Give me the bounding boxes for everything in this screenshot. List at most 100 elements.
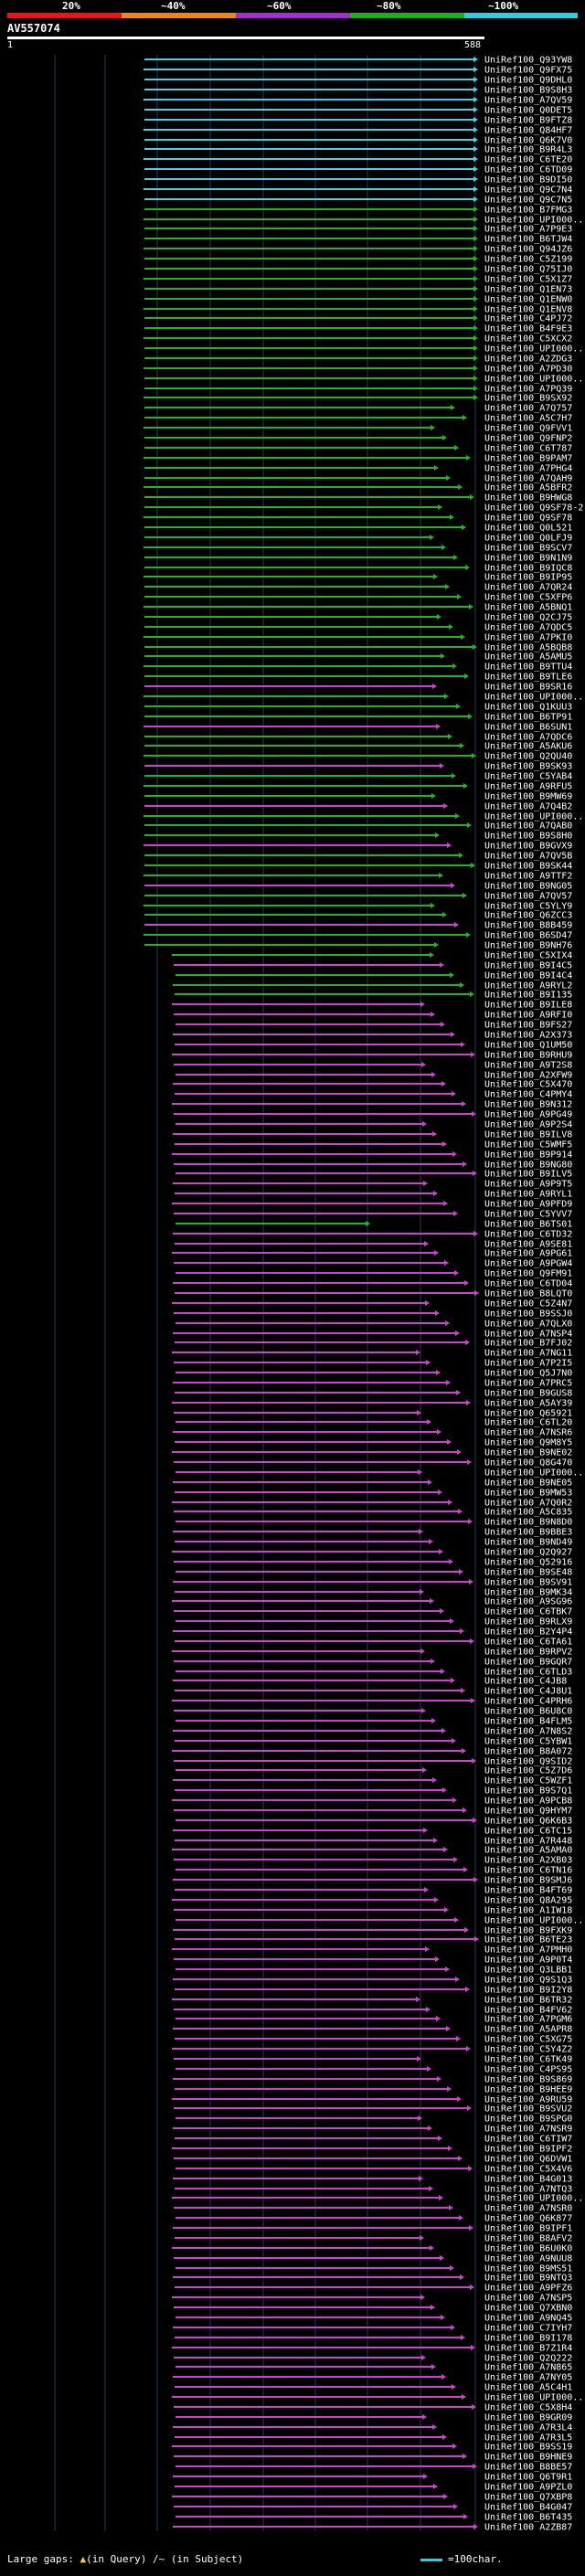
- hit-label[interactable]: UniRef100_C6TBK7: [484, 1607, 572, 1617]
- hit-label[interactable]: UniRef100_Q2Q222: [484, 2354, 572, 2364]
- hit-label[interactable]: UniRef100_A9TTF2: [484, 872, 572, 882]
- hit-label[interactable]: UniRef100_A7R3L5: [484, 2433, 572, 2443]
- hit-label[interactable]: UniRef100_B9MW53: [484, 1489, 572, 1499]
- hit-label[interactable]: UniRef100_B9N1N9: [484, 554, 572, 564]
- hit-label[interactable]: UniRef100_A7QLX0: [484, 1320, 572, 1330]
- hit-label[interactable]: UniRef100_A7NTQ3: [484, 2185, 572, 2195]
- hit-label[interactable]: UniRef100_B9N312: [484, 1100, 572, 1110]
- hit-label[interactable]: UniRef100_A7P2I5: [484, 1359, 572, 1369]
- hit-label[interactable]: UniRef100_B9I2Y8: [484, 1986, 572, 1996]
- hit-label[interactable]: UniRef100_B9GR09: [484, 2413, 572, 2423]
- hit-label[interactable]: UniRef100_A7P9E3: [484, 225, 572, 235]
- hit-label[interactable]: UniRef100_B9FTZ8: [484, 116, 572, 126]
- hit-label[interactable]: UniRef100_A7N865: [484, 2363, 572, 2373]
- hit-label[interactable]: UniRef100_Q9FVV1: [484, 424, 572, 434]
- hit-label[interactable]: UniRef100_C4JB8: [484, 1677, 567, 1687]
- hit-label[interactable]: UniRef100_A9SG96: [484, 1597, 572, 1607]
- hit-label[interactable]: UniRef100_UPI000...: [484, 812, 585, 822]
- hit-label[interactable]: UniRef100_A5BFR2: [484, 483, 572, 493]
- hit-label[interactable]: UniRef100_B9SK44: [484, 862, 572, 872]
- hit-label[interactable]: UniRef100_B9R4L3: [484, 145, 572, 155]
- hit-label[interactable]: UniRef100_Q84HF7: [484, 126, 572, 136]
- hit-label[interactable]: UniRef100_Q2QU40: [484, 752, 572, 762]
- hit-label[interactable]: UniRef100_B6TP91: [484, 713, 572, 723]
- hit-label[interactable]: UniRef100_C6TD09: [484, 165, 572, 175]
- hit-label[interactable]: UniRef100_B9SPG0: [484, 2115, 572, 2125]
- hit-label[interactable]: UniRef100_B6T435: [484, 2513, 572, 2523]
- hit-label[interactable]: UniRef100_Q2CJ75: [484, 613, 572, 623]
- hit-label[interactable]: UniRef100_B9HNE9: [484, 2453, 572, 2463]
- hit-label[interactable]: UniRef100_B7FJ02: [484, 1339, 572, 1349]
- hit-label[interactable]: UniRef100_B9S869: [484, 2075, 572, 2085]
- hit-label[interactable]: UniRef100_A9P2S4: [484, 1120, 572, 1130]
- hit-label[interactable]: UniRef100_B8AFV2: [484, 2234, 572, 2244]
- hit-label[interactable]: UniRef100_C5X1Z7: [484, 275, 572, 285]
- hit-label[interactable]: UniRef100_A7PRC5: [484, 1379, 572, 1389]
- hit-label[interactable]: UniRef100_C6TD32: [484, 1230, 572, 1240]
- hit-label[interactable]: UniRef100_A5AMU5: [484, 652, 572, 663]
- hit-label[interactable]: UniRef100_Q6K7V0: [484, 136, 572, 146]
- hit-label[interactable]: UniRef100_C6TA61: [484, 1638, 572, 1648]
- hit-label[interactable]: UniRef100_A9PGW4: [484, 1259, 572, 1269]
- hit-label[interactable]: UniRef100_A9PG49: [484, 1110, 572, 1120]
- hit-label[interactable]: UniRef100_A9RU59: [484, 2095, 572, 2105]
- hit-label[interactable]: UniRef100_C5XCX2: [484, 334, 572, 345]
- hit-label[interactable]: UniRef100_A1IW18: [484, 1906, 572, 1916]
- hit-label[interactable]: UniRef100_A7QDC6: [484, 733, 572, 743]
- hit-label[interactable]: UniRef100_B9SCV7: [484, 544, 572, 554]
- hit-label[interactable]: UniRef100_Q52916: [484, 1558, 572, 1568]
- hit-label[interactable]: UniRef100_A7Q0R2: [484, 1499, 572, 1509]
- hit-label[interactable]: UniRef100_B9ILV8: [484, 1130, 572, 1140]
- hit-label[interactable]: UniRef100_Q94JZ6: [484, 245, 572, 255]
- hit-label[interactable]: UniRef100_Q0DET5: [484, 106, 572, 116]
- hit-label[interactable]: UniRef100_C5X470: [484, 1080, 572, 1090]
- hit-label[interactable]: UniRef100_A7Q4B2: [484, 802, 572, 812]
- hit-label[interactable]: UniRef100_A7N8S2: [484, 1727, 572, 1737]
- hit-label[interactable]: UniRef100_Q6ZCC3: [484, 911, 572, 921]
- hit-label[interactable]: UniRef100_B8LQT0: [484, 1289, 572, 1299]
- hit-label[interactable]: UniRef100_B6U0K0: [484, 2244, 572, 2254]
- hit-label[interactable]: UniRef100_B9IP95: [484, 573, 572, 583]
- hit-label[interactable]: UniRef100_A7R448: [484, 1837, 572, 1847]
- hit-label[interactable]: UniRef100_A7PMH0: [484, 1945, 572, 1956]
- hit-label[interactable]: UniRef100_B9SS19: [484, 2443, 572, 2453]
- hit-label[interactable]: UniRef100_Q1EN73: [484, 285, 572, 295]
- hit-label[interactable]: UniRef100_UPI000...: [484, 345, 585, 355]
- hit-label[interactable]: UniRef100_Q75IJ0: [484, 265, 572, 275]
- hit-label[interactable]: UniRef100_B6TE23: [484, 1935, 572, 1945]
- hit-label[interactable]: UniRef100_C4PJ72: [484, 314, 572, 324]
- hit-label[interactable]: UniRef100_B4G047: [484, 2503, 572, 2513]
- hit-label[interactable]: UniRef100_B4F9E3: [484, 324, 572, 334]
- hit-label[interactable]: UniRef100_A9RFI0: [484, 1011, 572, 1021]
- hit-label[interactable]: UniRef100_Q6K877: [484, 2214, 572, 2224]
- hit-label[interactable]: UniRef100_Q9FM91: [484, 1269, 572, 1279]
- hit-label[interactable]: UniRef100_A7Q757: [484, 404, 572, 414]
- hit-label[interactable]: UniRef100_Q9SF78-2: [484, 504, 583, 514]
- hit-label[interactable]: UniRef100_C5XFP6: [484, 593, 572, 603]
- hit-label[interactable]: UniRef100_C5Z4N7: [484, 1299, 572, 1309]
- hit-label[interactable]: UniRef100_A7NSP4: [484, 1330, 572, 1340]
- hit-label[interactable]: UniRef100_B9TTU4: [484, 663, 572, 673]
- hit-label[interactable]: UniRef100_B7Z1R4: [484, 2344, 572, 2354]
- hit-label[interactable]: UniRef100_B9NG80: [484, 1161, 572, 1171]
- hit-label[interactable]: UniRef100_C5YVV7: [484, 1210, 572, 1220]
- hit-label[interactable]: UniRef100_B6TJW4: [484, 235, 572, 245]
- hit-label[interactable]: UniRef100_A7QR24: [484, 583, 572, 593]
- hit-label[interactable]: UniRef100_A5BQB8: [484, 643, 572, 653]
- hit-label[interactable]: UniRef100_A7QAH9: [484, 474, 572, 484]
- hit-label[interactable]: UniRef100_B9SX92: [484, 394, 572, 404]
- hit-label[interactable]: UniRef100_B7FMG3: [484, 206, 572, 216]
- hit-label[interactable]: UniRef100_B9S8H0: [484, 832, 572, 842]
- hit-label[interactable]: UniRef100_A7QDC5: [484, 623, 572, 633]
- hit-label[interactable]: UniRef100_A5AY39: [484, 1399, 572, 1409]
- hit-label[interactable]: UniRef100_B9HWG8: [484, 493, 572, 504]
- hit-label[interactable]: UniRef100_B9SMJ6: [484, 1876, 572, 1886]
- hit-label[interactable]: UniRef100_A9PFZ6: [484, 2284, 572, 2294]
- hit-label[interactable]: UniRef100_B9ILV5: [484, 1170, 572, 1180]
- hit-label[interactable]: UniRef100_A5APR8: [484, 2025, 572, 2035]
- hit-label[interactable]: UniRef100_B9GQR7: [484, 1658, 572, 1668]
- hit-label[interactable]: UniRef100_B9FXK9: [484, 1926, 572, 1936]
- hit-label[interactable]: UniRef100_B4FV62: [484, 2006, 572, 2016]
- hit-label[interactable]: UniRef100_B2Y4P4: [484, 1627, 572, 1638]
- hit-label[interactable]: UniRef100_C6TLD3: [484, 1668, 572, 1678]
